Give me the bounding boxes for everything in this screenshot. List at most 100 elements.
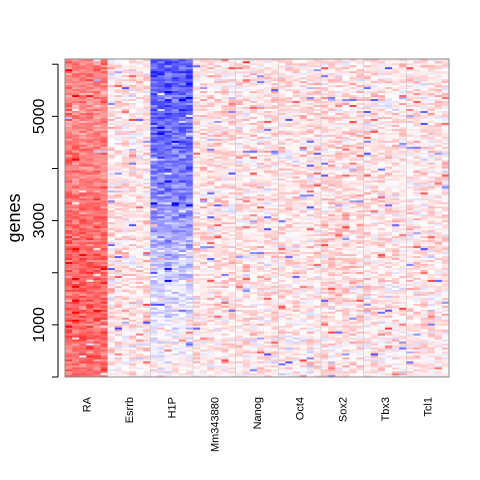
heatmap-cell bbox=[200, 68, 208, 72]
heatmap-cell bbox=[171, 329, 180, 332]
heatmap-cell bbox=[242, 337, 251, 340]
heatmap-cell bbox=[129, 349, 137, 352]
heatmap-cell bbox=[107, 214, 116, 217]
heatmap-cell bbox=[86, 86, 94, 90]
heatmap-cell bbox=[157, 59, 165, 62]
heatmap-cell bbox=[86, 92, 94, 96]
heatmap-cell bbox=[143, 273, 151, 276]
heatmap-cell bbox=[242, 313, 251, 316]
heatmap-cell bbox=[214, 219, 222, 223]
heatmap-cell bbox=[143, 162, 151, 165]
heatmap-cell bbox=[157, 251, 165, 255]
heatmap-cell bbox=[207, 60, 215, 64]
heatmap-cell bbox=[114, 353, 123, 356]
heatmap-cell bbox=[242, 166, 251, 169]
heatmap-cell bbox=[65, 223, 73, 227]
heatmap-cell bbox=[100, 269, 108, 272]
heatmap-cell bbox=[214, 142, 222, 145]
heatmap-cell bbox=[143, 325, 151, 328]
heatmap-cell bbox=[100, 285, 108, 288]
heatmap-cell bbox=[93, 309, 101, 312]
heatmap-cell bbox=[178, 335, 187, 338]
heatmap-cell bbox=[200, 313, 208, 316]
heatmap-cell bbox=[79, 124, 87, 127]
heatmap-cell bbox=[249, 70, 258, 74]
heatmap-cell bbox=[114, 114, 123, 117]
heatmap-cell bbox=[100, 160, 108, 163]
heatmap-cell bbox=[72, 158, 80, 161]
heatmap-cell bbox=[93, 78, 101, 82]
heatmap-cell bbox=[107, 277, 116, 280]
heatmap-cell bbox=[143, 114, 151, 117]
heatmap-cell bbox=[193, 321, 201, 324]
heatmap-cell bbox=[114, 174, 123, 177]
heatmap-cell bbox=[107, 299, 116, 302]
heatmap-cell bbox=[299, 349, 308, 352]
heatmap-cell bbox=[150, 106, 158, 109]
heatmap-cell bbox=[207, 156, 215, 159]
heatmap-cell bbox=[157, 80, 165, 84]
heatmap-cell bbox=[121, 357, 130, 360]
heatmap-cell bbox=[136, 192, 144, 195]
heatmap-cell bbox=[150, 331, 158, 334]
heatmap-cell bbox=[86, 297, 94, 300]
heatmap-cell bbox=[257, 122, 265, 125]
heatmap-cell bbox=[257, 299, 265, 302]
heatmap-cell bbox=[143, 327, 151, 330]
heatmap-cell bbox=[164, 182, 172, 185]
heatmap-cell bbox=[164, 335, 172, 338]
heatmap-cell bbox=[79, 116, 87, 119]
heatmap-cell bbox=[214, 168, 222, 171]
heatmap-cell bbox=[121, 96, 130, 100]
heatmap-cell bbox=[171, 206, 180, 209]
heatmap-cell bbox=[107, 130, 116, 133]
heatmap-cell bbox=[271, 303, 279, 306]
heatmap-cell bbox=[143, 289, 151, 292]
heatmap-cell bbox=[121, 243, 130, 247]
heatmap-cell bbox=[235, 102, 244, 106]
heatmap-cell bbox=[121, 132, 130, 135]
heatmap-cell bbox=[200, 212, 208, 215]
heatmap-cell bbox=[171, 134, 180, 137]
heatmap-cell bbox=[200, 154, 208, 157]
heatmap-cell bbox=[221, 355, 229, 358]
heatmap-cell bbox=[257, 363, 265, 366]
heatmap-cell bbox=[150, 120, 158, 123]
heatmap-cell bbox=[93, 261, 101, 265]
heatmap-cell bbox=[257, 182, 265, 185]
heatmap-cell bbox=[143, 255, 151, 259]
heatmap-cell bbox=[228, 367, 236, 370]
heatmap-cell bbox=[214, 359, 222, 362]
heatmap-cell bbox=[257, 321, 265, 324]
heatmap-cell bbox=[271, 94, 279, 98]
heatmap-cell bbox=[264, 194, 272, 197]
heatmap-cell bbox=[164, 263, 172, 266]
heatmap-cell bbox=[114, 311, 123, 314]
heatmap-cell bbox=[285, 353, 293, 356]
heatmap-cell bbox=[178, 60, 187, 64]
heatmap-cell bbox=[100, 299, 108, 302]
heatmap-cell bbox=[143, 192, 151, 195]
heatmap-cell bbox=[100, 182, 108, 185]
heatmap-cell bbox=[228, 269, 236, 272]
heatmap-cell bbox=[185, 261, 194, 265]
heatmap-cell bbox=[214, 78, 222, 82]
heatmap-cell bbox=[271, 198, 279, 201]
heatmap-cell bbox=[100, 146, 108, 149]
heatmap-cell bbox=[313, 359, 322, 362]
heatmap-cell bbox=[193, 227, 201, 231]
heatmap-cell bbox=[200, 287, 208, 290]
heatmap-cell bbox=[100, 78, 108, 82]
heatmap-cell bbox=[207, 212, 215, 215]
heatmap-cell bbox=[285, 327, 293, 330]
heatmap-cell bbox=[157, 112, 165, 115]
heatmap-cell bbox=[121, 118, 130, 121]
heatmap-cell bbox=[114, 307, 123, 310]
heatmap-cell bbox=[143, 265, 151, 268]
heatmap-cell bbox=[107, 140, 116, 143]
heatmap-cell bbox=[143, 303, 151, 306]
heatmap-cell bbox=[235, 227, 244, 231]
heatmap-cell bbox=[72, 78, 80, 82]
heatmap-cell bbox=[178, 279, 187, 282]
heatmap-cell bbox=[171, 319, 180, 322]
